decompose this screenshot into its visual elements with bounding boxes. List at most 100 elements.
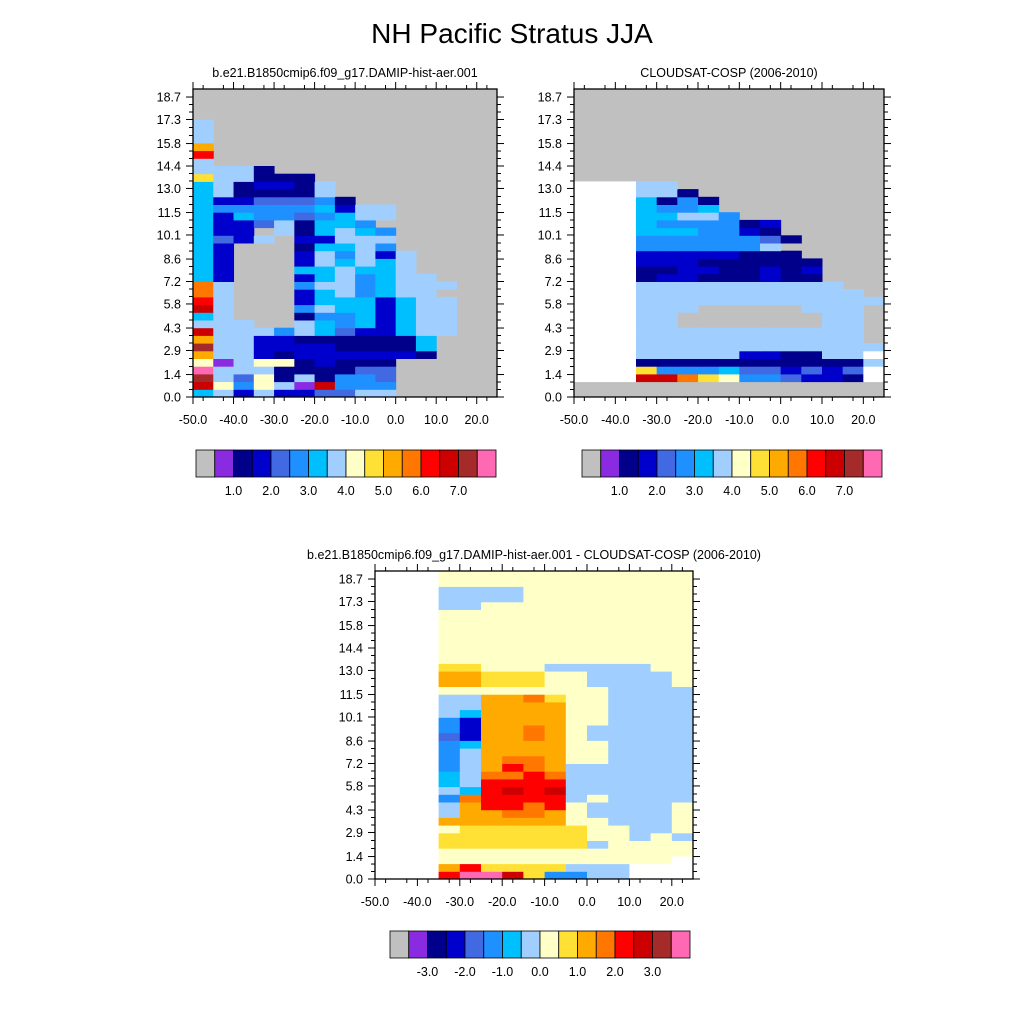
heatmap-cell [436,320,457,329]
heatmap-cell [375,312,397,321]
heatmap-cell [375,632,397,641]
heatmap-cell [594,250,616,259]
heatmap-cell [801,289,823,298]
heatmap-cell [459,755,482,764]
heatmap-cell [671,601,694,610]
heatmap-cell [565,671,588,680]
heatmap-cell [671,709,694,718]
heatmap-cell [608,848,630,857]
heatmap-cell [656,196,678,205]
heatmap-cell [417,840,440,849]
heatmap-cell [656,327,678,336]
colorbar-swatch [476,449,497,478]
heatmap-cell [417,694,440,703]
heatmap-cell [523,624,546,634]
heatmap-cell [801,327,823,336]
heatmap-cell [629,578,652,587]
heatmap-cell [417,671,440,680]
colorbar-swatch [862,449,883,478]
y-tick-label: 7.2 [346,757,363,771]
heatmap-cell [355,335,376,344]
heatmap-cell [375,832,397,841]
heatmap-cell [677,273,699,282]
heatmap-cell [608,709,630,718]
heatmap-cell [459,732,482,741]
heatmap-cell [574,204,596,213]
heatmap-cell [253,166,275,175]
colorbar-label: 6.0 [798,484,815,498]
heatmap-cell [502,863,524,872]
heatmap-cell [650,686,673,695]
heatmap-cell [656,296,678,306]
heatmap-cell [253,381,275,390]
heatmap-cell [417,578,440,587]
heatmap-cell [594,243,616,252]
heatmap-cell [780,273,802,282]
heatmap-cell [565,855,588,865]
heatmap-cell [629,863,652,872]
heatmap-cell [608,686,630,695]
heatmap-cell [274,366,295,375]
heatmap-cell [677,343,699,352]
heatmap-cell [438,601,461,610]
heatmap-cell [842,358,864,367]
heatmap-cell [718,343,740,352]
heatmap-cell [574,258,596,267]
heatmap-cell [608,617,630,626]
heatmap-cell [481,671,503,680]
heatmap-cell [502,678,524,687]
heatmap-cell [565,686,588,695]
colorbar-swatch [326,449,347,478]
heatmap-cell [544,840,567,849]
heatmap-cell [594,212,616,221]
heatmap-cell [565,578,588,587]
heatmap-cell [760,327,782,336]
heatmap-cell [355,212,376,221]
heatmap-cell [417,848,440,857]
heatmap-cell [822,312,844,321]
heatmap-cell [294,296,316,306]
heatmap-cell [396,855,418,865]
heatmap-cell [417,732,440,741]
heatmap-cell [459,802,482,811]
heatmap-cell [629,794,652,803]
heatmap-cell [718,296,740,306]
colorbar-label: 1.0 [569,965,586,979]
heatmap-cell [502,832,524,841]
heatmap-cell [375,343,397,352]
heatmap-cell [615,266,637,275]
heatmap-cell [863,358,885,367]
heatmap-cell [718,289,740,298]
heatmap-cell [213,343,235,352]
heatmap-cell [608,640,630,649]
heatmap-cell [334,350,356,359]
heatmap-cell [629,809,652,818]
heatmap-cell [671,624,694,634]
heatmap-cell [629,671,652,680]
heatmap-cell [544,709,567,718]
colorbar-swatch [656,449,677,478]
heatmap-cell [636,258,658,267]
heatmap-cell [415,304,437,313]
heatmap-cell [629,632,652,641]
heatmap-cell [780,281,802,290]
heatmap-cell [608,732,630,741]
heatmap-cell [671,863,694,872]
heatmap-cell [739,235,761,244]
heatmap-cell [565,817,588,826]
heatmap-cell [544,817,567,826]
heatmap-cell [698,335,720,344]
heatmap-cell [629,717,652,726]
heatmap-cell [760,358,782,367]
heatmap-cell [438,725,461,734]
heatmap-cell [481,578,503,587]
heatmap-cell [375,571,397,580]
heatmap-cell [213,204,235,213]
colorbar-swatch [345,449,366,478]
heatmap-cell [415,312,437,321]
heatmap-cell [565,832,588,841]
heatmap-cell [375,740,397,749]
heatmap-cell [594,335,616,344]
heatmap-cell [780,343,802,352]
